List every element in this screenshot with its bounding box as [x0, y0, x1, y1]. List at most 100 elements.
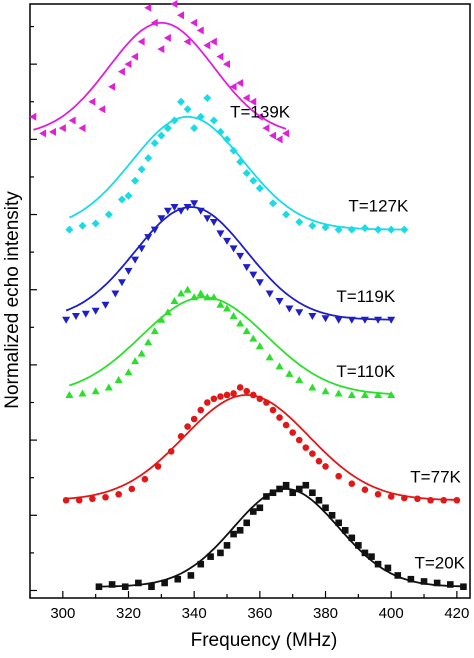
data-point [295, 375, 304, 383]
data-point [249, 391, 257, 399]
data-point [111, 290, 120, 298]
data-point [203, 215, 212, 223]
data-point [62, 316, 71, 324]
data-point [170, 204, 179, 212]
data-point [223, 304, 232, 312]
series-label: T=20K [414, 554, 465, 573]
data-point [216, 52, 224, 61]
data-point [48, 127, 56, 136]
data-point [360, 316, 369, 324]
data-point [285, 305, 294, 313]
data-point [255, 184, 264, 193]
data-point [102, 493, 109, 501]
data-point [62, 496, 70, 504]
data-point [157, 215, 166, 223]
x-tick-label: 420 [444, 605, 469, 622]
data-point [255, 279, 264, 287]
data-point [183, 105, 192, 114]
data-point [243, 387, 251, 395]
x-tick-label: 300 [50, 605, 75, 622]
series-110k: T=110K [65, 285, 396, 398]
data-point [394, 572, 402, 579]
data-point [117, 279, 126, 287]
data-point [137, 349, 146, 357]
data-point [190, 18, 198, 27]
data-point [216, 127, 225, 136]
data-point [183, 37, 191, 46]
series-139k: T=139K [29, 0, 291, 144]
data-point [348, 534, 356, 542]
data-point [387, 316, 396, 324]
data-point [400, 225, 409, 234]
x-tick-label: 380 [313, 605, 338, 622]
data-point [196, 289, 205, 297]
data-point [150, 327, 159, 335]
data-point [334, 316, 343, 324]
data-point [242, 264, 251, 272]
data-point [387, 493, 395, 500]
data-point [384, 564, 392, 572]
data-point [223, 237, 232, 245]
data-point [137, 245, 146, 253]
data-point [368, 553, 375, 560]
data-point [203, 293, 212, 301]
data-point [328, 511, 336, 519]
data-point [183, 285, 192, 293]
data-point [124, 267, 133, 275]
data-point [131, 256, 140, 264]
data-point [135, 579, 142, 587]
data-point [167, 448, 175, 455]
data-point [157, 131, 166, 140]
data-point [39, 129, 47, 138]
data-point [98, 105, 106, 114]
data-point [117, 195, 126, 204]
data-point [137, 37, 145, 46]
data-point [216, 300, 225, 308]
data-point [196, 112, 205, 121]
data-point [229, 312, 238, 320]
data-point [163, 124, 172, 133]
data-point [302, 444, 310, 451]
data-point [355, 542, 362, 549]
x-axis-ticks: 300 320 340 360 380 400 420 [29, 591, 469, 622]
data-point [89, 495, 96, 503]
data-point [187, 572, 195, 579]
data-point [348, 480, 356, 488]
data-point [295, 436, 303, 444]
series-layer: T=139K T=127K T=119K T=110K T=77K T=20K [29, 0, 467, 591]
data-point [268, 199, 277, 208]
x-tick-label: 400 [379, 605, 404, 622]
series-label: T=77K [410, 467, 461, 486]
data-point [347, 225, 356, 234]
data-point [243, 519, 251, 527]
fit-curve [69, 115, 405, 231]
data-point [131, 176, 140, 185]
data-point [289, 429, 296, 436]
data-point [255, 342, 264, 350]
data-point [121, 583, 129, 591]
data-point [161, 579, 168, 587]
data-point [101, 301, 110, 309]
x-tick-label: 320 [116, 605, 141, 622]
x-tick-label: 340 [182, 605, 207, 622]
data-point [242, 93, 250, 102]
series-label: T=119K [336, 287, 395, 306]
data-point [230, 530, 237, 538]
data-point [190, 124, 199, 133]
data-point [295, 218, 304, 227]
data-point [302, 481, 310, 489]
data-point [249, 176, 258, 185]
data-point [295, 309, 304, 317]
data-point [276, 414, 283, 421]
data-point [361, 486, 369, 494]
data-point [276, 485, 283, 493]
data-point [144, 338, 153, 346]
data-point [115, 490, 122, 498]
data-point [217, 393, 224, 400]
data-point [163, 207, 172, 215]
data-point [177, 433, 185, 440]
data-point [460, 583, 467, 591]
data-point [308, 383, 317, 391]
data-point [108, 581, 116, 588]
